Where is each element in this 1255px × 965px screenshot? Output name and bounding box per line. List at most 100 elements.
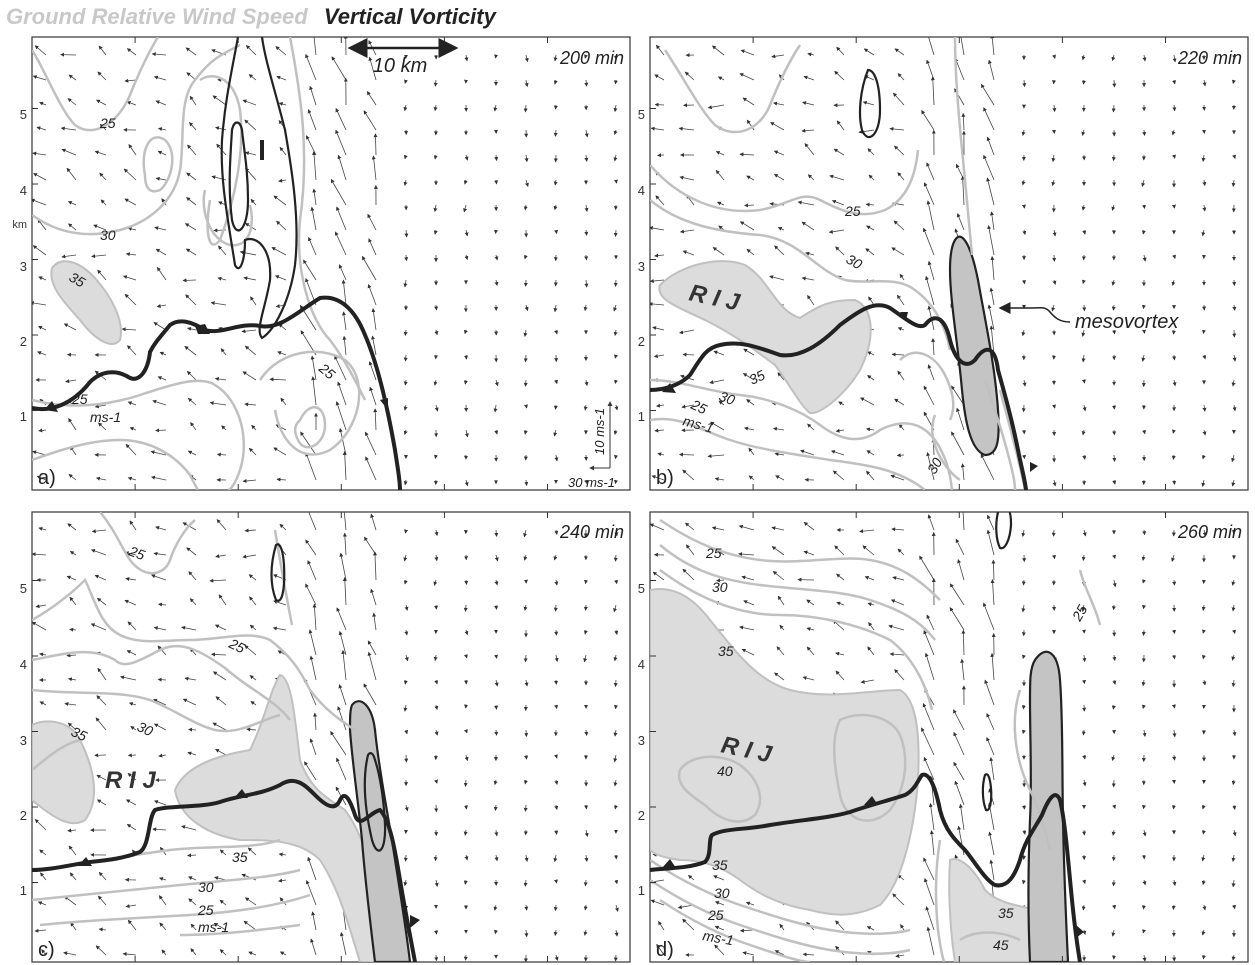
panel-b-front-marker-3 (1030, 462, 1038, 472)
wind-vector (714, 925, 725, 931)
wind-vector (807, 52, 815, 57)
wind-vector (494, 704, 499, 710)
wind-vector (679, 329, 695, 335)
wind-vector (715, 169, 725, 181)
wind-vector (614, 904, 619, 912)
wind-vector (217, 276, 227, 281)
wind-vector (371, 308, 377, 331)
wind-vector (95, 945, 107, 956)
wind-vector (613, 804, 618, 810)
panel-b-ytick-5: 5 (638, 107, 645, 122)
wind-vector (835, 920, 845, 931)
wind-vector (433, 104, 438, 112)
wind-vector (216, 452, 227, 457)
wind-vector (336, 607, 347, 631)
wind-vector (614, 879, 619, 885)
wind-vector (404, 529, 409, 534)
wind-vector (464, 579, 469, 585)
wind-vector (657, 452, 665, 457)
wind-vector (159, 351, 167, 356)
wind-vector (986, 136, 995, 156)
wind-vector (189, 95, 197, 106)
wind-vector (1052, 279, 1057, 285)
wind-vector (403, 154, 408, 160)
wind-vector (120, 675, 137, 681)
wind-vector (185, 47, 197, 56)
wind-vector (150, 475, 167, 481)
wind-vector (1232, 529, 1236, 534)
wind-vector (953, 731, 965, 756)
wind-vector (523, 329, 528, 337)
wind-vector (710, 421, 725, 431)
wind-vector (122, 275, 137, 281)
wind-vector (742, 373, 755, 381)
wind-vector (1202, 404, 1207, 412)
wind-vector (1172, 104, 1177, 112)
wind-vector (1172, 54, 1177, 63)
wind-vector (494, 179, 499, 185)
wind-vector (897, 172, 905, 181)
wind-vector (658, 920, 665, 931)
wind-vector (1111, 54, 1116, 62)
wind-vector (434, 954, 439, 962)
wind-vector (1202, 529, 1207, 537)
contour-label: 30 (714, 885, 730, 901)
wind-vector (190, 923, 197, 931)
wind-vector (650, 278, 665, 283)
wind-vector (922, 227, 935, 256)
wind-vector (307, 109, 317, 131)
wind-vector (1171, 279, 1176, 286)
wind-vector (36, 126, 47, 131)
wind-vector (523, 429, 528, 435)
wind-vector (434, 454, 438, 459)
panel-d-shaded-vortex (1027, 650, 1070, 962)
wind-vector (157, 266, 167, 281)
wind-vector (209, 401, 227, 406)
wind-vector (835, 428, 845, 433)
contour-label: 25 (705, 545, 722, 561)
wind-vector (650, 523, 665, 531)
wind-vector (34, 45, 47, 56)
wind-vector (304, 761, 317, 781)
wind-vector (278, 102, 287, 106)
wind-vector (242, 478, 257, 483)
wind-vector (373, 133, 378, 156)
wind-vector (1142, 729, 1147, 738)
wind-vector (983, 154, 995, 181)
wind-vector (523, 879, 528, 887)
wind-vector (925, 906, 935, 931)
wind-vector (613, 679, 618, 688)
wind-vector (860, 679, 875, 684)
wind-vector (1201, 854, 1206, 862)
wind-vector (1082, 304, 1087, 312)
wind-vector (523, 804, 528, 812)
wind-vector (215, 696, 227, 706)
wind-vector (69, 551, 77, 556)
wind-vector (523, 604, 528, 611)
wind-vector (404, 254, 409, 262)
wind-vector (186, 547, 197, 556)
wind-vector (987, 514, 995, 531)
wind-vector (682, 250, 695, 256)
wind-vector (361, 255, 377, 281)
wind-vector (897, 294, 905, 306)
wind-vector (41, 949, 47, 956)
wind-vector (434, 729, 439, 736)
wind-vector (988, 831, 995, 856)
contour-labels: 25 30 35 25 25 ms-1 25 30 35 30 25 ms-1 … (67, 115, 1091, 953)
wind-vector (744, 426, 755, 431)
wind-vector (68, 418, 77, 431)
wind-vector (373, 408, 378, 431)
wind-vector (434, 554, 439, 562)
wind-vector (153, 75, 167, 81)
wind-vector (897, 327, 905, 331)
wind-vector (157, 602, 167, 607)
wind-vector (927, 260, 935, 281)
wind-vector (738, 524, 755, 531)
wind-vector (70, 922, 77, 931)
wind-vector (554, 779, 559, 785)
wind-vector (921, 110, 935, 131)
wind-vector (931, 337, 936, 356)
wind-vector (403, 404, 408, 411)
wind-vector (243, 276, 257, 281)
